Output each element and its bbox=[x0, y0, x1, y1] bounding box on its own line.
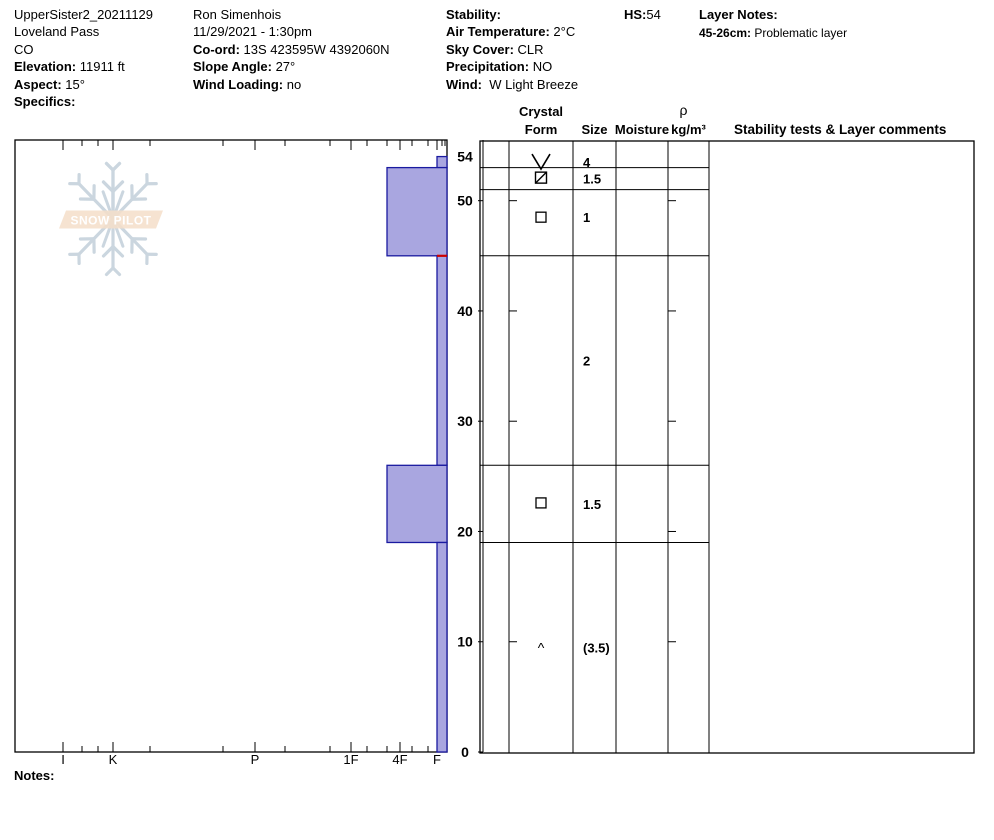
svg-text:kg/m³: kg/m³ bbox=[671, 122, 706, 137]
svg-text:Moisture: Moisture bbox=[615, 122, 669, 137]
svg-text:10: 10 bbox=[457, 634, 473, 650]
svg-text:4F: 4F bbox=[392, 752, 407, 767]
svg-text:P: P bbox=[251, 752, 260, 767]
svg-text:2: 2 bbox=[583, 354, 590, 369]
svg-text:40: 40 bbox=[457, 303, 473, 319]
svg-text:ρ: ρ bbox=[680, 102, 688, 118]
svg-text:Form: Form bbox=[525, 122, 558, 137]
svg-text:I: I bbox=[61, 752, 65, 767]
svg-text:K: K bbox=[109, 752, 118, 767]
svg-text:20: 20 bbox=[457, 523, 473, 539]
svg-text:1.5: 1.5 bbox=[583, 172, 601, 187]
svg-text:F: F bbox=[433, 752, 441, 767]
svg-text:0: 0 bbox=[461, 744, 469, 760]
svg-text:Size: Size bbox=[581, 122, 607, 137]
svg-text:^: ^ bbox=[538, 639, 545, 655]
svg-text:54: 54 bbox=[457, 149, 473, 165]
svg-text:1: 1 bbox=[583, 210, 590, 225]
svg-text:Crystal: Crystal bbox=[519, 104, 563, 119]
svg-text:1F: 1F bbox=[343, 752, 358, 767]
svg-text:30: 30 bbox=[457, 413, 473, 429]
svg-text:1.5: 1.5 bbox=[583, 497, 601, 512]
svg-text:Stability tests & Layer commen: Stability tests & Layer comments bbox=[734, 122, 946, 137]
svg-text:Notes:: Notes: bbox=[14, 768, 54, 783]
svg-text:50: 50 bbox=[457, 193, 473, 209]
svg-text:4: 4 bbox=[583, 155, 591, 170]
svg-text:(3.5): (3.5) bbox=[583, 640, 610, 655]
